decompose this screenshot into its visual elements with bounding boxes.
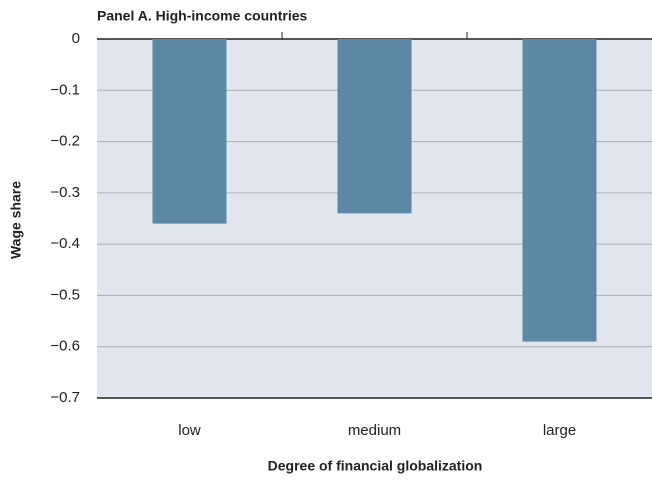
- y-tick-label: −0.6: [50, 338, 80, 355]
- y-tick-label: −0.3: [50, 184, 80, 201]
- y-tick-label: −0.2: [50, 133, 80, 150]
- bar: [152, 39, 227, 224]
- bar: [337, 39, 412, 214]
- x-tick-label: low: [178, 422, 201, 439]
- chart-title: Panel A. High-income countries: [97, 8, 308, 24]
- x-axis-label: Degree of financial globalization: [268, 458, 483, 474]
- x-tick-label: medium: [348, 422, 401, 439]
- bar: [522, 39, 597, 342]
- y-tick-label: 0: [72, 30, 80, 47]
- y-tick-label: −0.7: [50, 389, 80, 406]
- y-tick-label: −0.5: [50, 286, 80, 303]
- x-tick-label: large: [543, 422, 576, 439]
- y-tick-label: −0.4: [50, 235, 80, 252]
- y-tick-label: −0.1: [50, 81, 80, 98]
- y-axis-label: Wage share: [8, 181, 24, 259]
